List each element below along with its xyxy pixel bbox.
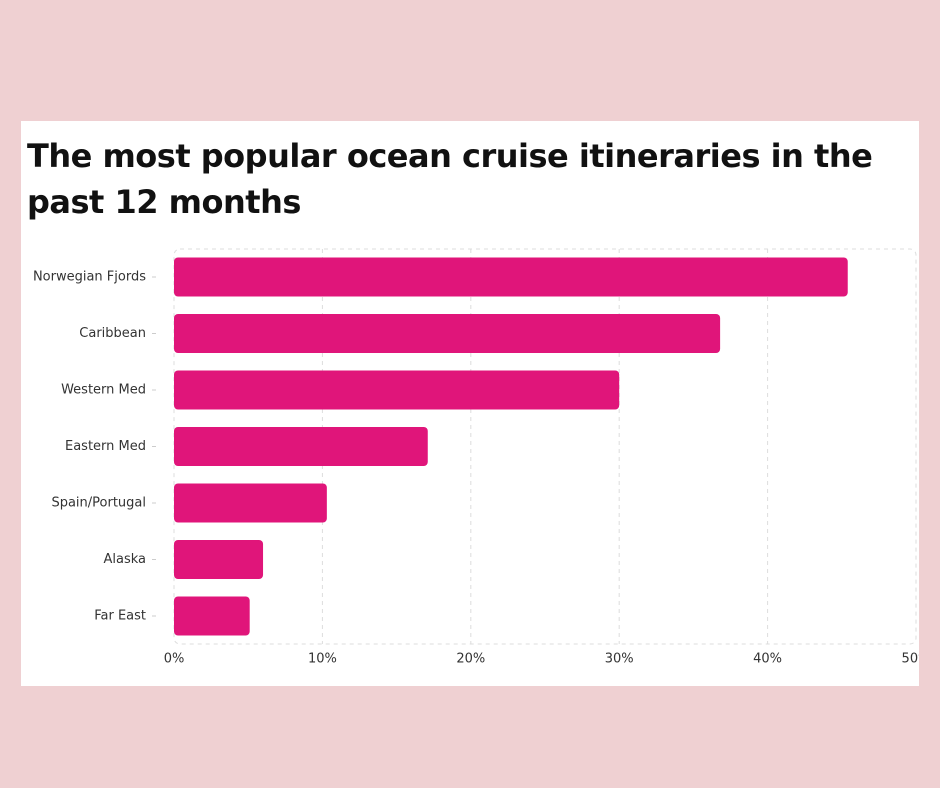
category-label: Norwegian Fjords <box>33 270 146 285</box>
bars <box>174 257 848 636</box>
plot-frame <box>173 248 917 645</box>
bar <box>174 257 848 297</box>
bar <box>174 427 428 466</box>
x-tick-label: 50% <box>902 652 919 667</box>
category-label: Caribbean <box>79 326 146 341</box>
category-label: Western Med <box>61 383 146 398</box>
bar <box>174 483 327 523</box>
category-labels: Norwegian Fjords Caribbean Western Med East… <box>33 270 156 624</box>
x-tick-label: 20% <box>456 652 485 667</box>
chart-card: The most popular ocean cruise itinerarie… <box>21 121 919 686</box>
chart-title: The most popular ocean cruise itinerarie… <box>27 137 873 221</box>
bar <box>174 540 264 579</box>
category-label: Far East <box>94 609 146 624</box>
x-tick-label: 0% <box>164 652 185 667</box>
category-label: Eastern Med <box>65 439 146 454</box>
bar <box>174 314 721 353</box>
x-tick-label: 30% <box>605 652 634 667</box>
bar <box>174 596 250 636</box>
x-tick-label: 40% <box>753 652 782 667</box>
bar <box>174 370 620 410</box>
bar-chart: Norwegian Fjords Caribbean Western Med East… <box>33 248 919 667</box>
x-tick-label: 10% <box>308 652 337 667</box>
x-axis-ticks: 0% 10% 20% 30% 40% 50% <box>164 652 919 667</box>
category-label: Alaska <box>103 552 146 567</box>
category-label: Spain/Portugal <box>51 496 146 511</box>
